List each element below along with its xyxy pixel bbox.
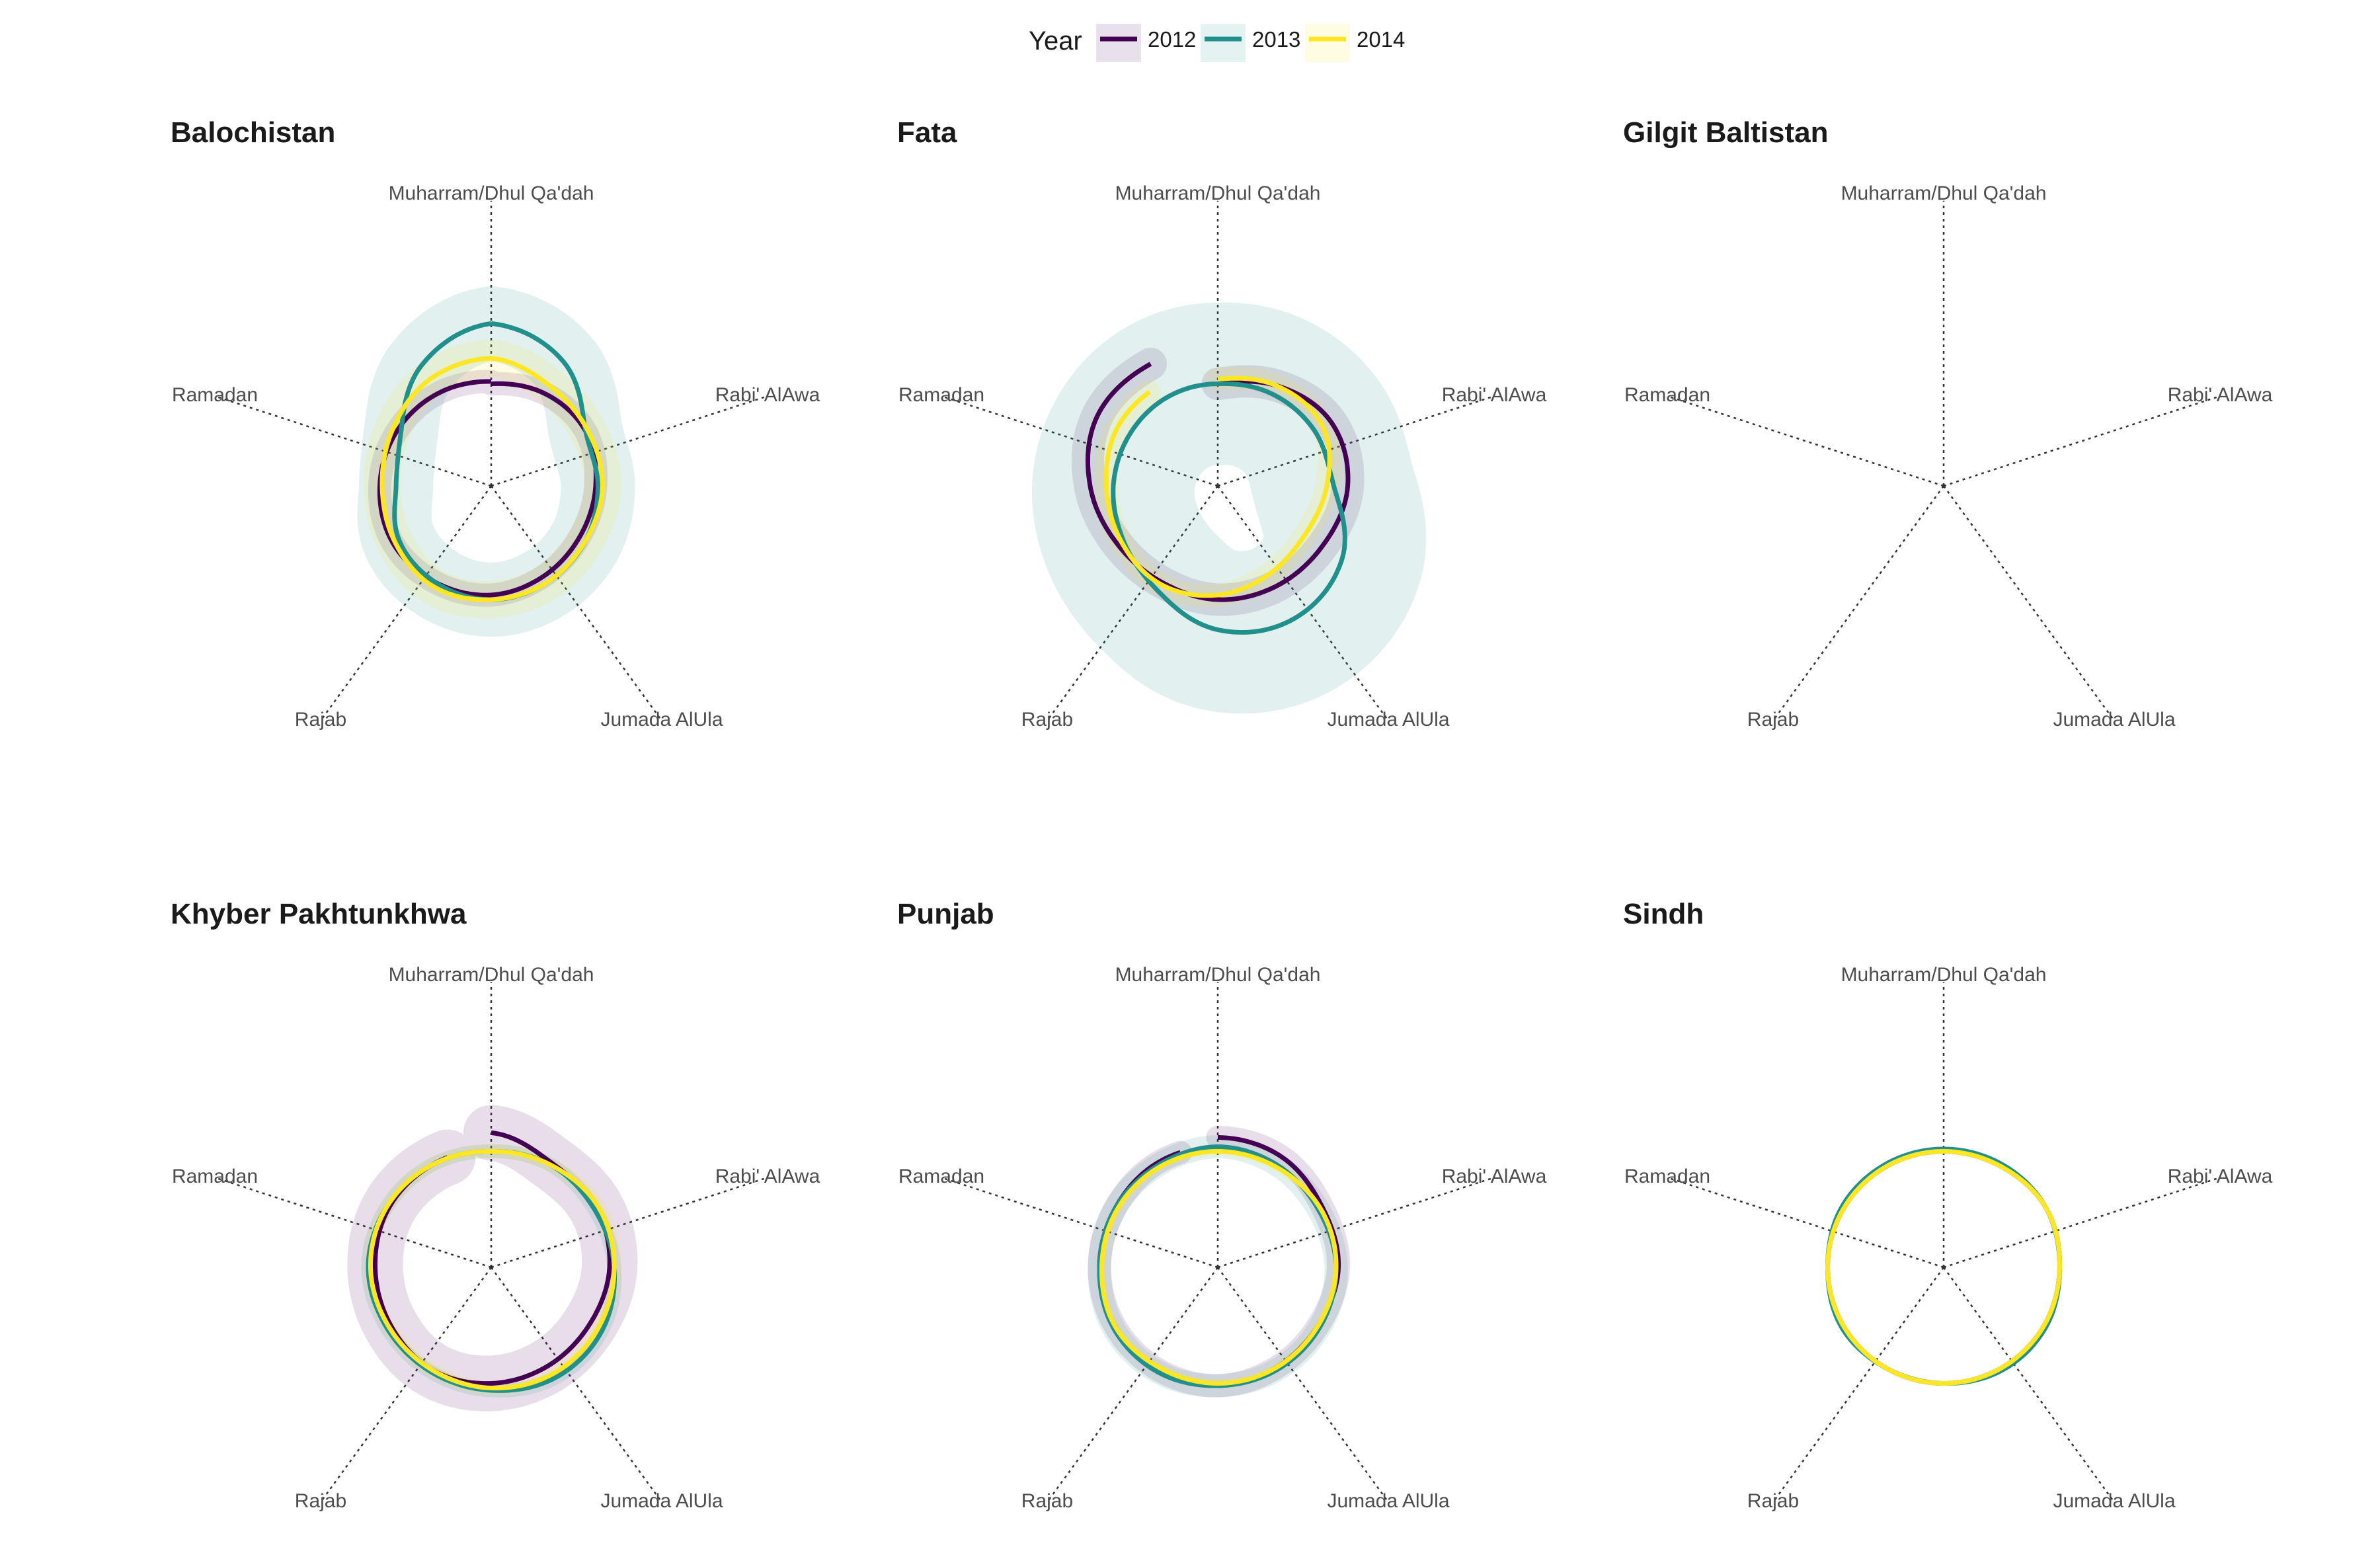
axis-label-jumada-alula: Jumada AlUla xyxy=(600,1490,723,1512)
axis-label-rabi-alawa: Rabi' AlAwa xyxy=(2168,1166,2273,1187)
axis-label-rajab: Rajab xyxy=(1021,1490,1073,1512)
center-point xyxy=(489,484,493,488)
axis-label-rabi-alawa: Rabi' AlAwa xyxy=(715,384,820,406)
panel-title: Sindh xyxy=(1623,898,1704,930)
panel-title: Balochistan xyxy=(171,116,335,149)
series-line-2012 xyxy=(1086,362,1351,602)
axis-label-rabi-alawa: Rabi' AlAwa xyxy=(2168,384,2273,406)
panels: Balochistan Muharram/Dhul Qa'dah Rabi' AlA… xyxy=(171,116,2273,1512)
series-line-2013 xyxy=(1111,381,1347,635)
spoke-rajab xyxy=(319,1267,493,1503)
spoke-jumada-alula xyxy=(490,1267,663,1503)
legend-key-2012 xyxy=(1096,24,1141,62)
spoke-rabi-alawa xyxy=(1943,395,2221,487)
center-point xyxy=(1942,484,1946,488)
series-line-2014 xyxy=(1099,1149,1339,1386)
axis-label-ramadan: Ramadan xyxy=(898,384,984,406)
axis-label-muharram-dhul-qa-dah: Muharram/Dhul Qa'dah xyxy=(1115,182,1321,204)
axis-label-rabi-alawa: Rabi' AlAwa xyxy=(1442,1166,1547,1187)
spoke-jumada-alula xyxy=(1216,1267,1390,1503)
panel-title: Fata xyxy=(897,116,957,149)
axis-label-jumada-alula: Jumada AlUla xyxy=(2053,709,2175,731)
axis-label-muharram-dhul-qa-dah: Muharram/Dhul Qa'dah xyxy=(389,964,594,986)
center-point xyxy=(1942,1265,1946,1269)
spoke-ramadan xyxy=(214,1176,492,1269)
panel-sindh: Sindh Muharram/Dhul Qa'dah Rabi' AlAwa Juma… xyxy=(1623,898,2273,1512)
axis-label-ramadan: Ramadan xyxy=(172,384,258,406)
axis-label-rabi-alawa: Rabi' AlAwa xyxy=(1442,384,1547,406)
axis-label-rajab: Rajab xyxy=(295,1490,346,1512)
axis-label-rajab: Rajab xyxy=(1021,709,1073,731)
legend: Year 2012 2013 2014 xyxy=(1029,24,1405,62)
spoke-rajab xyxy=(1772,485,1945,722)
spoke-rabi-alawa xyxy=(1217,1176,1495,1269)
axis-label-muharram-dhul-qa-dah: Muharram/Dhul Qa'dah xyxy=(1841,182,2047,204)
legend-label-2014: 2014 xyxy=(1357,27,1405,52)
center-point xyxy=(489,1265,493,1269)
legend-key-2013 xyxy=(1201,24,1246,62)
spoke-ramadan xyxy=(1667,395,1944,487)
spoke-jumada-alula xyxy=(490,485,663,722)
spoke-ramadan xyxy=(941,395,1218,487)
legend-key-2014 xyxy=(1305,24,1350,62)
legend-label-2012: 2012 xyxy=(1148,27,1196,52)
series-line-2014 xyxy=(1103,376,1332,598)
axis-label-ramadan: Ramadan xyxy=(172,1166,258,1187)
panel-title: Punjab xyxy=(897,898,994,930)
axis-label-ramadan: Ramadan xyxy=(1624,1166,1710,1187)
panel-fata: Fata Muharram/Dhul Qa'dah Rabi' AlAwa Jumad… xyxy=(897,116,1547,731)
spoke-rajab xyxy=(1046,485,1219,722)
spoke-rajab xyxy=(1046,1267,1219,1503)
panel-punjab: Punjab Muharram/Dhul Qa'dah Rabi' AlAwa Jum… xyxy=(897,898,1547,1512)
axis-label-jumada-alula: Jumada AlUla xyxy=(2053,1490,2175,1512)
panel-gilgit-baltistan: Gilgit Baltistan Muharram/Dhul Qa'dah Rabi… xyxy=(1623,116,2273,731)
axis-label-ramadan: Ramadan xyxy=(898,1166,984,1187)
spoke-ramadan xyxy=(214,395,492,487)
spoke-jumada-alula xyxy=(1942,485,2116,722)
axis-label-muharram-dhul-qa-dah: Muharram/Dhul Qa'dah xyxy=(1841,964,2047,986)
spoke-rajab xyxy=(1772,1267,1945,1503)
legend-label-2013: 2013 xyxy=(1252,27,1300,52)
panel-khyber-pakhtunkhwa: Khyber Pakhtunkhwa Muharram/Dhul Qa'dah Ra… xyxy=(171,898,820,1512)
axis-label-rajab: Rajab xyxy=(1747,1490,1799,1512)
axis-label-rajab: Rajab xyxy=(1747,709,1799,731)
spoke-rabi-alawa xyxy=(1943,1176,2221,1269)
axis-label-rabi-alawa: Rabi' AlAwa xyxy=(715,1166,820,1187)
series-line-2014 xyxy=(1825,1149,2062,1386)
series-line-2014 xyxy=(379,356,605,602)
panel-title: Gilgit Baltistan xyxy=(1623,116,1828,149)
axis-label-jumada-alula: Jumada AlUla xyxy=(1327,709,1449,731)
spoke-rabi-alawa xyxy=(1217,395,1495,487)
axis-label-jumada-alula: Jumada AlUla xyxy=(1327,1490,1449,1512)
panel-balochistan: Balochistan Muharram/Dhul Qa'dah Rabi' AlA… xyxy=(171,116,820,731)
spoke-rabi-alawa xyxy=(491,395,768,487)
axis-label-muharram-dhul-qa-dah: Muharram/Dhul Qa'dah xyxy=(389,182,594,204)
spoke-rajab xyxy=(319,485,493,722)
axis-label-jumada-alula: Jumada AlUla xyxy=(600,709,723,731)
spoke-ramadan xyxy=(1667,1176,1944,1269)
legend-title: Year xyxy=(1029,26,1082,56)
spoke-jumada-alula xyxy=(1942,1267,2116,1503)
panel-title: Khyber Pakhtunkhwa xyxy=(171,898,467,930)
series-line-2014 xyxy=(368,1149,617,1391)
axis-label-rajab: Rajab xyxy=(295,709,346,731)
center-point xyxy=(1216,1265,1220,1269)
spoke-jumada-alula xyxy=(1216,485,1390,722)
spoke-rabi-alawa xyxy=(491,1176,768,1269)
axis-label-muharram-dhul-qa-dah: Muharram/Dhul Qa'dah xyxy=(1115,964,1321,986)
spoke-ramadan xyxy=(941,1176,1218,1269)
axis-label-ramadan: Ramadan xyxy=(1624,384,1710,406)
center-point xyxy=(1216,484,1220,488)
